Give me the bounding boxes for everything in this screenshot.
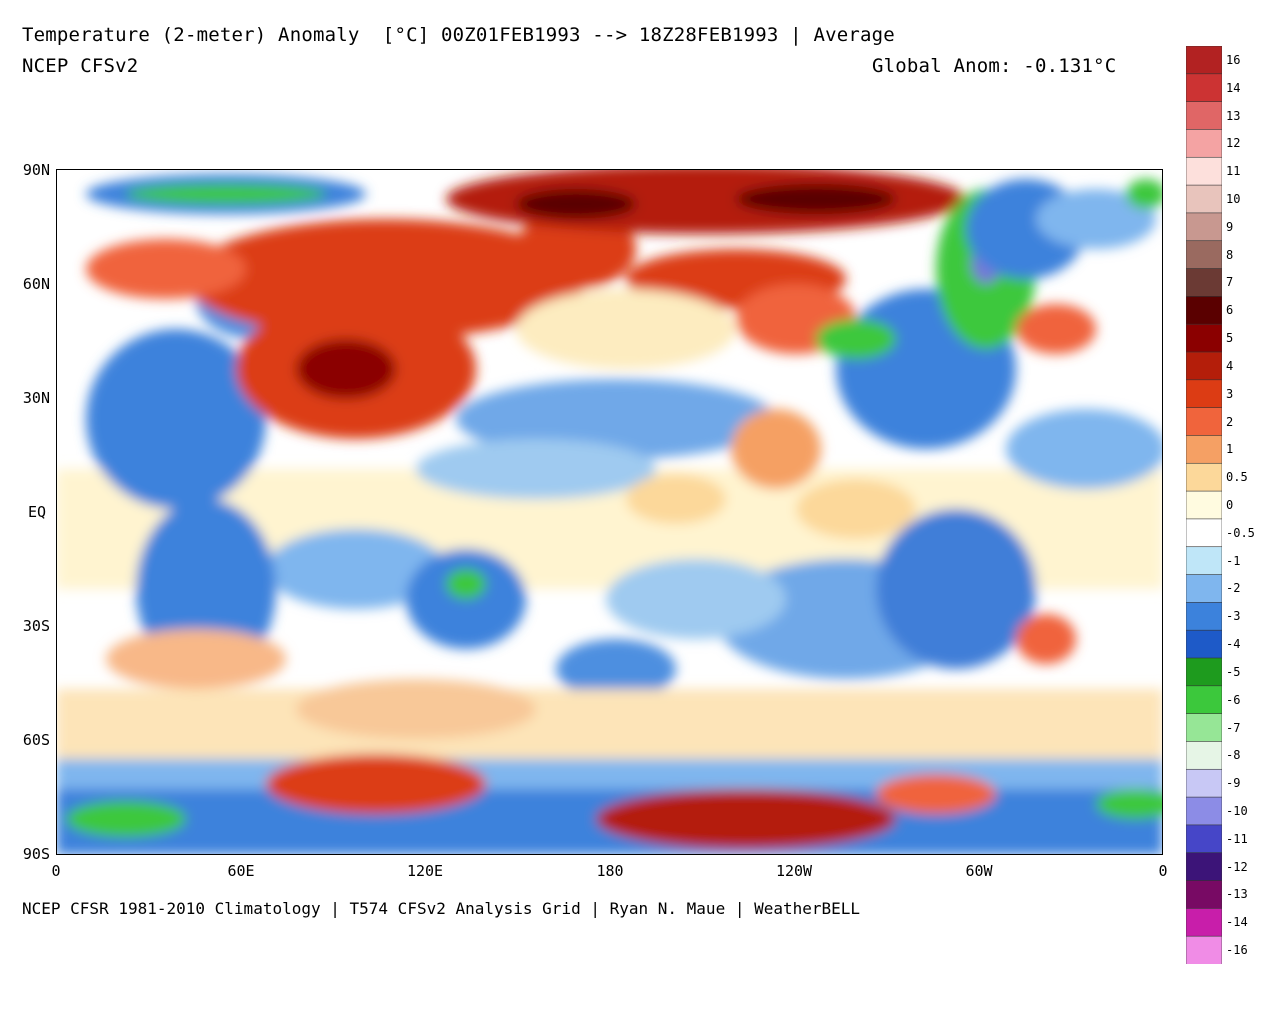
colorbar-label: -12 [1226,859,1248,874]
colorbar [1186,46,1222,964]
colorbar-label: 1 [1226,442,1234,457]
colorbar-swatch [1186,935,1222,964]
map-canvas [56,169,1163,855]
colorbar-swatch [1186,824,1222,854]
colorbar-swatch [1186,657,1222,687]
colorbar-label: 16 [1226,52,1241,67]
y-tick-label: 30S [22,617,50,635]
colorbar-swatch [1186,574,1222,604]
colorbar-label: 8 [1226,247,1234,262]
colorbar-label: 2 [1226,414,1234,429]
y-tick-label: 60N [22,275,50,293]
colorbar-swatch [1186,908,1222,937]
x-tick-label: 120E [406,862,444,880]
footer-credits: NCEP CFSR 1981-2010 Climatology | T574 C… [22,899,861,918]
colorbar-label: -16 [1226,943,1248,958]
colorbar-label: 9 [1226,219,1234,234]
colorbar-swatch [1186,101,1222,131]
colorbar-label: 12 [1226,136,1241,151]
y-tick-label: 60S [22,731,50,749]
anomaly-field [56,169,1163,855]
colorbar-swatch [1186,685,1222,715]
model-name: NCEP CFSv2 [22,55,139,77]
colorbar-swatch [1186,852,1222,882]
colorbar-label: -4 [1226,637,1241,652]
colorbar-swatch [1186,240,1222,270]
colorbar-label: 13 [1226,108,1241,123]
colorbar-swatch [1186,212,1222,242]
colorbar-swatch [1186,546,1222,576]
colorbar-swatch [1186,490,1222,520]
colorbar-label: -1 [1226,553,1241,568]
colorbar-swatch [1186,435,1222,465]
colorbar-label: -11 [1226,831,1248,846]
colorbar-label: 3 [1226,386,1234,401]
colorbar-label: 4 [1226,358,1234,373]
colorbar-label: -13 [1226,887,1248,902]
colorbar-label: 0 [1226,498,1234,512]
colorbar-swatch [1186,741,1222,771]
colorbar-label: -7 [1226,720,1241,735]
colorbar-swatch [1186,351,1222,381]
colorbar-label: 10 [1226,192,1241,206]
colorbar-swatch [1186,268,1222,298]
colorbar-swatch [1186,323,1222,353]
colorbar-label: -5 [1226,664,1241,679]
colorbar-label: -0.5 [1226,525,1255,540]
anomaly-map [56,169,1163,855]
colorbar-swatch [1186,602,1222,631]
y-tick-label: EQ [27,503,46,521]
colorbar-label: 11 [1226,164,1241,179]
colorbar-swatch [1186,768,1222,798]
colorbar-swatch [1186,129,1222,159]
colorbar-label: -14 [1226,915,1248,930]
colorbar-label: -10 [1226,804,1248,818]
colorbar-label: -8 [1226,748,1241,763]
colorbar-label: 14 [1226,80,1241,95]
colorbar-swatch [1186,184,1222,214]
colorbar-swatch [1186,518,1222,548]
colorbar-swatch [1186,296,1222,325]
colorbar-swatch [1186,73,1222,103]
colorbar-label: 6 [1226,303,1234,318]
y-tick-label: 30N [22,389,50,407]
x-tick-label: 0 [1158,862,1168,880]
colorbar-label: 7 [1226,275,1234,290]
colorbar-swatch [1186,407,1222,437]
colorbar-swatch [1186,796,1222,826]
map-frame [56,169,1163,855]
colorbar-swatch [1186,713,1222,743]
x-tick-label: 120W [775,862,813,880]
colorbar-label: 5 [1226,331,1234,346]
y-tick-label: 90S [22,845,50,863]
colorbar-label: -6 [1226,692,1241,707]
x-tick-label: 0 [51,862,61,880]
y-tick-label: 90N [22,161,50,179]
colorbar-label: -9 [1226,776,1241,791]
x-tick-label: 60E [227,862,255,880]
colorbar-label: -3 [1226,609,1241,624]
colorbar-swatch [1186,462,1222,492]
colorbar-swatch [1186,629,1222,659]
colorbar-label: 0.5 [1226,470,1248,485]
global-anomaly-value: Global Anom: -0.131°C [872,55,1117,77]
colorbar-swatch [1186,379,1222,409]
map-title: Temperature (2-meter) Anomaly [°C] 00Z01… [22,24,895,46]
colorbar-swatch [1186,156,1222,186]
colorbar-swatch [1186,46,1222,75]
colorbar-swatch [1186,880,1222,910]
colorbar-label: -2 [1226,581,1241,596]
x-tick-label: 60W [965,862,993,880]
x-tick-label: 180 [596,862,624,880]
